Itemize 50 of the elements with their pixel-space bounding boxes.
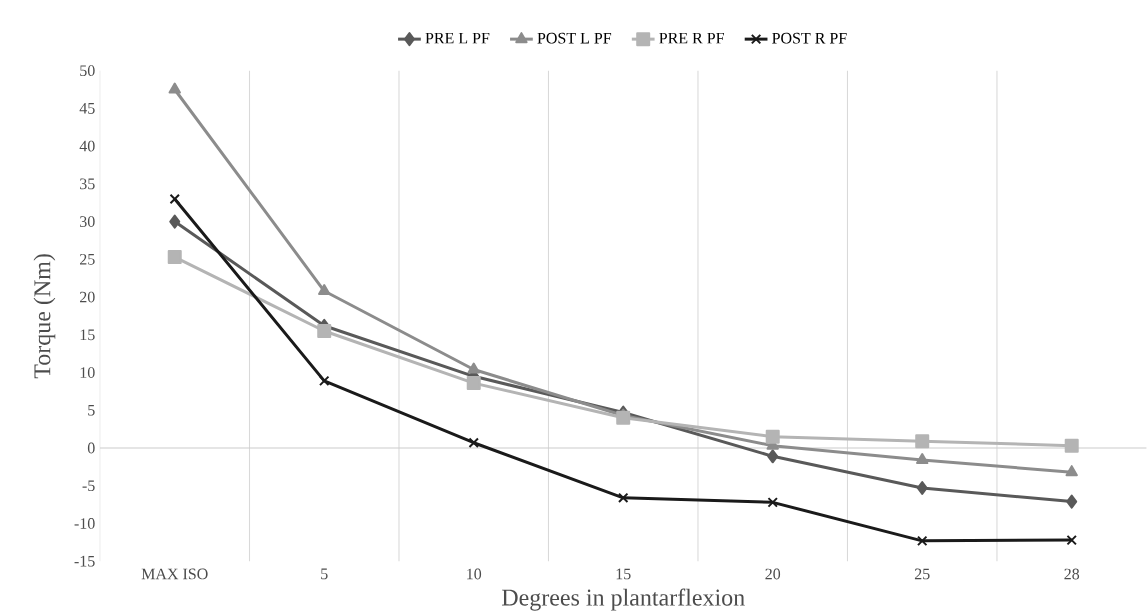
y-tick-label: -5 bbox=[82, 480, 95, 492]
x-tick-label: 15 bbox=[616, 568, 631, 580]
y-tick-label: 15 bbox=[80, 329, 95, 341]
y-tick-label: 50 bbox=[80, 65, 95, 76]
point bbox=[916, 480, 928, 495]
y-axis-title: Torque (Nm) bbox=[33, 254, 56, 379]
point bbox=[767, 449, 779, 464]
point bbox=[765, 429, 780, 444]
x-tick-label: 28 bbox=[1064, 568, 1080, 580]
y-tick-label: 25 bbox=[80, 253, 95, 265]
point bbox=[915, 434, 930, 449]
point bbox=[616, 410, 631, 425]
y-tick-label: 0 bbox=[87, 442, 95, 454]
legend-label: POST L PF bbox=[537, 32, 612, 44]
point bbox=[318, 284, 331, 295]
legend-label: PRE R PF bbox=[659, 32, 724, 44]
y-tick-label: 10 bbox=[80, 367, 95, 378]
y-tick-label: -10 bbox=[74, 518, 95, 529]
y-tick-label: 40 bbox=[79, 140, 95, 152]
x-tick-label: 20 bbox=[765, 568, 781, 580]
y-tick-label: 45 bbox=[79, 103, 95, 114]
legend-label: POST R PF bbox=[772, 32, 847, 44]
point bbox=[466, 376, 481, 391]
point bbox=[1066, 494, 1078, 509]
legend-label: PRE L PF bbox=[425, 32, 490, 44]
point bbox=[767, 497, 778, 508]
point bbox=[617, 492, 629, 504]
y-tick-label: -15 bbox=[74, 555, 95, 567]
y-tick-label: 20 bbox=[80, 291, 95, 303]
point bbox=[467, 362, 480, 374]
point bbox=[168, 82, 181, 94]
point bbox=[1066, 534, 1077, 546]
x-tick-label: MAX ISO bbox=[141, 568, 208, 580]
x-axis-title: Degrees in plantarflexion bbox=[501, 588, 745, 611]
y-tick-label: 30 bbox=[80, 216, 95, 227]
point bbox=[916, 453, 929, 465]
point bbox=[1065, 465, 1078, 477]
y-tick-label: 5 bbox=[88, 404, 95, 416]
point bbox=[169, 214, 181, 229]
point bbox=[319, 375, 330, 387]
y-tick-label: 35 bbox=[80, 178, 95, 190]
point bbox=[468, 437, 479, 448]
x-tick-label: 25 bbox=[914, 568, 930, 580]
point bbox=[167, 250, 182, 265]
x-tick-label: 5 bbox=[321, 568, 328, 580]
x-tick-label: 10 bbox=[467, 568, 482, 580]
point bbox=[916, 535, 928, 547]
point bbox=[169, 193, 180, 205]
point bbox=[317, 324, 332, 338]
point bbox=[1064, 438, 1079, 453]
